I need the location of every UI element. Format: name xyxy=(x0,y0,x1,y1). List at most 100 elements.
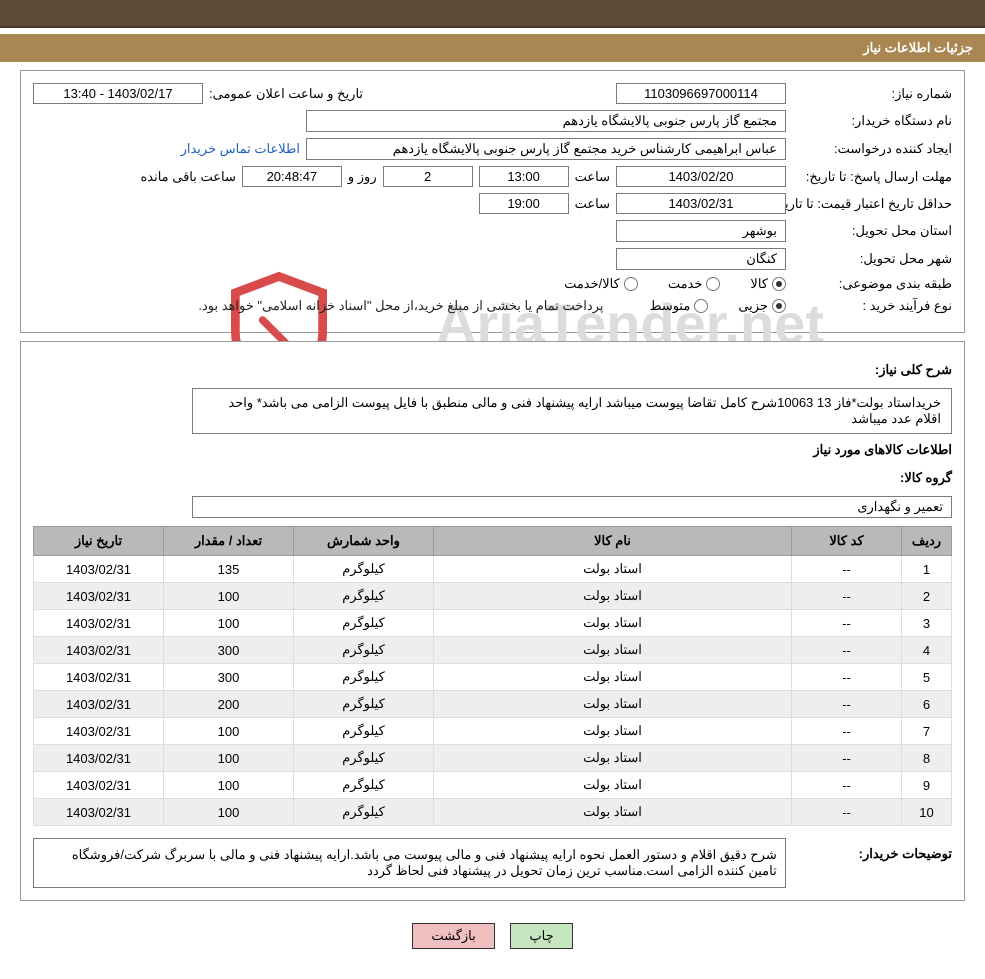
announce-label: تاریخ و ساعت اعلان عمومی: xyxy=(209,86,363,102)
table-cell: 8 xyxy=(902,745,952,772)
table-cell: 1403/02/31 xyxy=(34,799,164,826)
radio-minor-label: جزیی xyxy=(738,298,768,314)
table-cell: 1403/02/31 xyxy=(34,556,164,583)
table-cell: 100 xyxy=(164,718,294,745)
province-value: بوشهر xyxy=(616,220,786,242)
table-cell: کیلوگرم xyxy=(294,637,434,664)
table-cell: 6 xyxy=(902,691,952,718)
table-cell: 9 xyxy=(902,772,952,799)
table-row: 9--استاد بولتکیلوگرم1001403/02/31 xyxy=(34,772,952,799)
table-cell: کیلوگرم xyxy=(294,799,434,826)
table-row: 8--استاد بولتکیلوگرم1001403/02/31 xyxy=(34,745,952,772)
requester-value: عباس ابراهیمی کارشناس خرید مجتمع گاز پار… xyxy=(306,138,786,160)
days-label: روز و xyxy=(348,169,377,185)
section-title: جزئیات اطلاعات نیاز xyxy=(863,40,973,55)
button-bar: چاپ بازگشت xyxy=(0,909,985,979)
section-header: جزئیات اطلاعات نیاز xyxy=(0,34,985,62)
group-label: گروه کالا: xyxy=(792,470,952,486)
need-number-label: شماره نیاز: xyxy=(792,86,952,102)
table-cell: -- xyxy=(792,799,902,826)
table-cell: استاد بولت xyxy=(434,691,792,718)
table-cell: استاد بولت xyxy=(434,637,792,664)
table-cell: 10 xyxy=(902,799,952,826)
table-row: 7--استاد بولتکیلوگرم1001403/02/31 xyxy=(34,718,952,745)
table-row: 3--استاد بولتکیلوگرم1001403/02/31 xyxy=(34,610,952,637)
top-bar xyxy=(0,0,985,28)
group-value: تعمیر و نگهداری xyxy=(192,496,952,518)
table-cell: کیلوگرم xyxy=(294,745,434,772)
table-cell: 100 xyxy=(164,745,294,772)
table-cell: 135 xyxy=(164,556,294,583)
table-cell: کیلوگرم xyxy=(294,556,434,583)
process-radio-group: جزیی متوسط xyxy=(649,298,786,314)
overall-need-text: خریداستاد بولت*فاز 13 10063شرح کامل تقاض… xyxy=(192,388,952,434)
radio-goods[interactable] xyxy=(772,277,786,291)
table-cell: 300 xyxy=(164,664,294,691)
table-cell: 1403/02/31 xyxy=(34,664,164,691)
process-note: پرداخت تمام یا بخشی از مبلغ خرید،از محل … xyxy=(198,298,603,314)
buyer-org-value: مجتمع گاز پارس جنوبی پالایشگاه یازدهم xyxy=(306,110,786,132)
radio-minor[interactable] xyxy=(772,299,786,313)
items-info-title: اطلاعات کالاهای مورد نیاز xyxy=(33,442,952,458)
table-cell: -- xyxy=(792,745,902,772)
validity-label: حداقل تاریخ اعتبار قیمت: تا تاریخ: xyxy=(792,196,952,212)
deadline-label: مهلت ارسال پاسخ: تا تاریخ: xyxy=(792,169,952,185)
table-cell: -- xyxy=(792,718,902,745)
back-button[interactable]: بازگشت xyxy=(412,923,494,949)
days-value: 2 xyxy=(383,166,473,187)
table-cell: 4 xyxy=(902,637,952,664)
th-row: ردیف xyxy=(902,527,952,556)
table-cell: -- xyxy=(792,610,902,637)
table-cell: 1403/02/31 xyxy=(34,718,164,745)
table-cell: کیلوگرم xyxy=(294,610,434,637)
table-cell: استاد بولت xyxy=(434,664,792,691)
table-cell: استاد بولت xyxy=(434,610,792,637)
table-cell: -- xyxy=(792,583,902,610)
remaining-time: 20:48:47 xyxy=(242,166,342,187)
items-panel: شرح کلی نیاز: خریداستاد بولت*فاز 13 1006… xyxy=(20,341,965,901)
radio-service[interactable] xyxy=(706,277,720,291)
table-cell: 3 xyxy=(902,610,952,637)
print-button[interactable]: چاپ xyxy=(510,923,572,949)
category-label: طبقه بندی موضوعی: xyxy=(792,276,952,292)
buyer-notes-label: توضیحات خریدار: xyxy=(798,846,952,862)
overall-need-label: شرح کلی نیاز: xyxy=(792,362,952,378)
time-label-2: ساعت xyxy=(575,196,610,212)
table-row: 1--استاد بولتکیلوگرم1351403/02/31 xyxy=(34,556,952,583)
table-row: 6--استاد بولتکیلوگرم2001403/02/31 xyxy=(34,691,952,718)
city-label: شهر محل تحویل: xyxy=(792,251,952,267)
deadline-date: 1403/02/20 xyxy=(616,166,786,187)
th-date: تاریخ نیاز xyxy=(34,527,164,556)
table-cell: 1403/02/31 xyxy=(34,610,164,637)
table-cell: 100 xyxy=(164,799,294,826)
buyer-contact-link[interactable]: اطلاعات تماس خریدار xyxy=(181,141,300,157)
requester-label: ایجاد کننده درخواست: xyxy=(792,141,952,157)
table-cell: 1403/02/31 xyxy=(34,772,164,799)
table-cell: 7 xyxy=(902,718,952,745)
time-label-1: ساعت xyxy=(575,169,610,185)
validity-time: 19:00 xyxy=(479,193,569,214)
table-cell: 100 xyxy=(164,772,294,799)
radio-medium-label: متوسط xyxy=(649,298,690,314)
table-cell: 1403/02/31 xyxy=(34,691,164,718)
table-cell: 300 xyxy=(164,637,294,664)
table-cell: کیلوگرم xyxy=(294,772,434,799)
table-cell: استاد بولت xyxy=(434,745,792,772)
need-number-value: 1103096697000114 xyxy=(616,83,786,104)
table-cell: 2 xyxy=(902,583,952,610)
process-label: نوع فرآیند خرید : xyxy=(792,298,952,314)
table-cell: 1403/02/31 xyxy=(34,745,164,772)
table-cell: 1 xyxy=(902,556,952,583)
buyer-org-label: نام دستگاه خریدار: xyxy=(792,113,952,129)
table-cell: -- xyxy=(792,691,902,718)
table-cell: استاد بولت xyxy=(434,556,792,583)
table-cell: استاد بولت xyxy=(434,799,792,826)
radio-goods-service[interactable] xyxy=(624,277,638,291)
radio-medium[interactable] xyxy=(694,299,708,313)
table-cell: کیلوگرم xyxy=(294,691,434,718)
category-radio-group: کالا خدمت کالا/خدمت xyxy=(564,276,786,292)
radio-goods-service-label: کالا/خدمت xyxy=(564,276,620,292)
radio-goods-label: کالا xyxy=(750,276,768,292)
province-label: استان محل تحویل: xyxy=(792,223,952,239)
table-row: 2--استاد بولتکیلوگرم1001403/02/31 xyxy=(34,583,952,610)
